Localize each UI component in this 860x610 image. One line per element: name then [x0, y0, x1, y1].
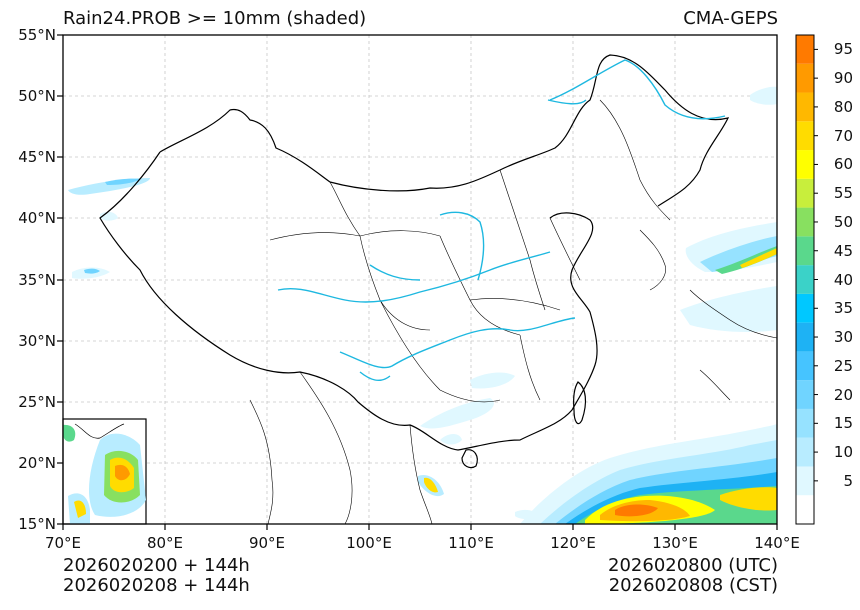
lat-label: 20°N [18, 454, 56, 472]
map-title: Rain24.PROB >= 10mm (shaded) [63, 8, 367, 29]
rivers [277, 59, 726, 382]
colorbar-segment [796, 150, 814, 179]
colorbar-segment [796, 63, 814, 93]
colorbar-label: 30 [833, 328, 853, 347]
colorbar-label: 35 [833, 299, 853, 318]
lat-label: 55°N [18, 26, 56, 44]
colorbar-segment [796, 178, 814, 208]
lon-label: 80°E [146, 534, 184, 552]
colorbar [795, 34, 818, 525]
province-boundaries [249, 99, 777, 524]
axis-ticks [57, 34, 778, 530]
valid-time: 2026020800 (UTC) 2026020808 (CST) [608, 556, 778, 596]
colorbar-label: 5 [843, 471, 853, 490]
colorbar-label: 95 [833, 40, 853, 59]
colorbar-label: 15 [833, 414, 853, 433]
colorbar-label: 50 [833, 212, 853, 231]
lon-label: 130°E [652, 534, 698, 552]
colorbar-label: 25 [833, 356, 853, 375]
lon-label: 120°E [550, 534, 596, 552]
colorbar-segment [796, 437, 814, 467]
colorbar-segment [796, 207, 814, 237]
colorbar-segment [796, 121, 814, 151]
colorbar-label: 10 [833, 443, 853, 462]
colorbar-label: 55 [833, 184, 853, 203]
colorbar-label: 70 [833, 126, 853, 145]
colorbar-label: 40 [833, 270, 853, 289]
colorbar-label: 80 [833, 97, 853, 116]
lat-label: 15°N [18, 515, 56, 533]
lon-label: 70°E [44, 534, 82, 552]
lat-label: 30°N [18, 332, 56, 350]
colorbar-segment [796, 322, 814, 352]
south-china-sea-inset [62, 418, 147, 525]
init-time-utc: 2026020200 + 144h [63, 555, 250, 576]
init-time: 2026020200 + 144h 2026020208 + 144h [63, 556, 250, 596]
colorbar-segment [796, 351, 814, 381]
lon-label: 100°E [346, 534, 392, 552]
valid-time-cst: 2026020808 (CST) [608, 575, 778, 596]
valid-time-utc: 2026020800 (UTC) [608, 555, 778, 576]
colorbar-label: 20 [833, 385, 853, 404]
probability-shading [68, 86, 777, 524]
lat-label: 25°N [18, 393, 56, 411]
national-borders [99, 54, 730, 469]
lon-label: 110°E [448, 534, 494, 552]
lat-label: 50°N [18, 87, 56, 105]
lat-label: 40°N [18, 209, 56, 227]
colorbar-label: 60 [833, 155, 853, 174]
colorbar-label: 90 [833, 69, 853, 88]
colorbar-segment [796, 293, 814, 323]
colorbar-segment [796, 265, 814, 294]
model-name: CMA-GEPS [683, 8, 778, 29]
colorbar-segment [796, 466, 814, 496]
lat-label: 45°N [18, 148, 56, 166]
init-time-cst: 2026020208 + 144h [63, 575, 250, 596]
colorbar-label: 45 [833, 241, 853, 260]
lon-label: 90°E [248, 534, 286, 552]
colorbar-segment [796, 35, 814, 64]
lat-label: 35°N [18, 271, 56, 289]
colorbar-segment [796, 408, 814, 438]
lon-label: 140°E [754, 534, 800, 552]
colorbar-segment [796, 495, 814, 524]
colorbar-segment [796, 92, 814, 122]
colorbar-segment [796, 380, 814, 409]
colorbar-segment [796, 236, 814, 266]
